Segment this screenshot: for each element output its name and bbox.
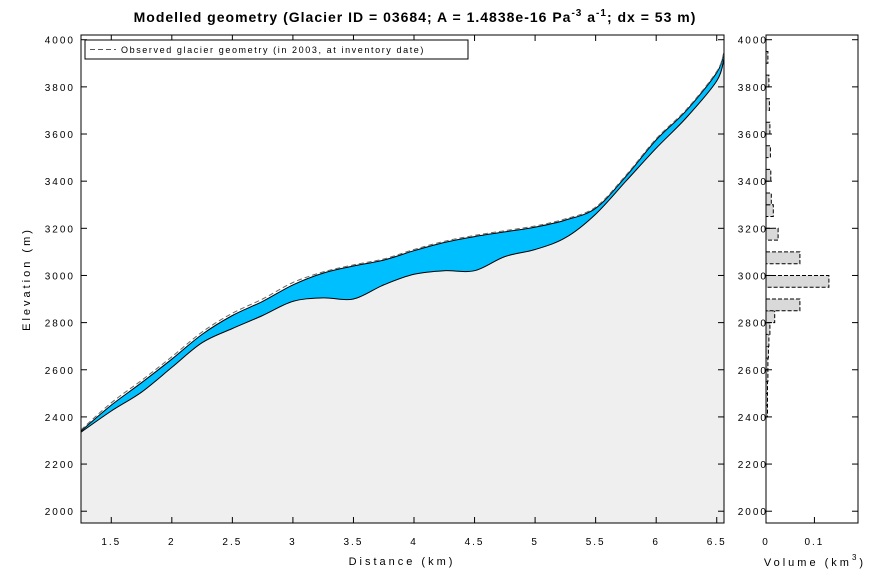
legend: Observed glacier geometry (in 2003, at i… xyxy=(84,39,469,60)
x-tick-label: 5 xyxy=(531,537,539,548)
histogram-x-label-pre: Volume (km xyxy=(764,557,852,569)
histogram-x-tick-label: 0.1 xyxy=(804,537,824,548)
bed-area xyxy=(81,58,724,523)
y-tick-label: 2200 xyxy=(45,460,75,471)
y-tick-label: 4000 xyxy=(45,36,75,47)
y-tick-label: 2800 xyxy=(45,319,75,330)
y-tick-label: 3400 xyxy=(45,177,75,188)
x-tick-label: 2.5 xyxy=(222,537,242,548)
x-tick-label: 2 xyxy=(168,537,176,548)
histogram-bars xyxy=(765,51,830,418)
histogram-y-tick-label: 3200 xyxy=(738,224,768,235)
histogram-y-tick-label: 2800 xyxy=(738,319,768,330)
x-tick-label: 6 xyxy=(652,537,660,548)
y-tick-label: 3600 xyxy=(45,130,75,141)
y-tick-label: 3200 xyxy=(45,224,75,235)
histogram-y-tick-label: 2000 xyxy=(738,507,768,518)
volume-histogram: 0 0.1 2000 2200 2400 2600 2800 3000 3200 3400 360… xyxy=(738,34,866,569)
histogram-y-tick-label: 3600 xyxy=(738,130,768,141)
histogram-y-tick-label: 2400 xyxy=(738,413,768,424)
histogram-y-tick-label: 4000 xyxy=(738,36,768,47)
volume-bar xyxy=(765,251,801,265)
volume-bar xyxy=(765,145,771,159)
histogram-y-tick-label: 3000 xyxy=(738,271,768,282)
y-tick-label: 3800 xyxy=(45,83,75,94)
volume-bar xyxy=(765,298,801,312)
histogram-y-tick-label: 2600 xyxy=(738,366,768,377)
x-tick-label: 3.5 xyxy=(344,537,364,548)
title-mid: a xyxy=(582,9,596,25)
histogram-y-tick-label: 3800 xyxy=(738,83,768,94)
histogram-y-tick-label: 2200 xyxy=(738,460,768,471)
y-tick-label: 3000 xyxy=(45,271,75,282)
volume-bar xyxy=(765,204,774,217)
observed-surface-line xyxy=(80,51,725,431)
modelled-surface-line xyxy=(80,52,725,432)
histogram-x-tick-label: 0 xyxy=(762,537,770,548)
histogram-y-tick-label: 3400 xyxy=(738,177,768,188)
histogram-frame xyxy=(765,34,859,524)
histogram-x-label-exp: 3 xyxy=(852,553,859,562)
main-x-ticks: 1.5 2 2.5 3 3.5 4 4.5 5 5.5 6 6.5 xyxy=(101,35,727,548)
y-tick-label: 2000 xyxy=(45,507,75,518)
volume-bar xyxy=(765,227,779,241)
volume-bar xyxy=(765,275,830,288)
main-plot-frame xyxy=(80,34,725,524)
x-tick-label: 5.5 xyxy=(586,537,606,548)
x-tick-label: 4.5 xyxy=(465,537,485,548)
title-exp-1: -3 xyxy=(571,8,582,19)
x-tick-label: 1.5 xyxy=(101,537,121,548)
legend-box xyxy=(84,39,469,60)
title-pre: Modelled geometry (Glacier ID = 03684; A… xyxy=(134,9,572,25)
volume-bar xyxy=(765,98,770,111)
main-y-ticks: 2000 2200 2400 2600 2800 3000 3200 3400 3600 3800… xyxy=(45,36,724,518)
volume-bar xyxy=(765,345,769,359)
bed-line xyxy=(80,58,725,433)
y-tick-label: 2400 xyxy=(45,413,75,424)
histogram-x-label-post: ) xyxy=(859,557,866,569)
x-tick-label: 3 xyxy=(289,537,297,548)
y-tick-label: 2600 xyxy=(45,366,75,377)
title-exp-2: -1 xyxy=(596,8,607,19)
x-tick-label: 4 xyxy=(410,537,418,548)
x-tick-label: 6.5 xyxy=(707,537,727,548)
volume-bar xyxy=(765,74,770,88)
chart-title: Modelled geometry (Glacier ID = 03684; A… xyxy=(134,8,697,25)
legend-entry-observed: Observed glacier geometry (in 2003, at i… xyxy=(121,45,425,55)
histogram-y-ticks: 2000 2200 2400 2600 2800 3000 3200 3400 3600 3800… xyxy=(738,36,858,518)
volume-bar xyxy=(765,192,772,206)
histogram-x-label: Volume (km3) xyxy=(764,553,866,569)
main-plot: 1.5 2 2.5 3 3.5 4 4.5 5 5.5 6 6.5 2000 2200 2400 2600… xyxy=(21,34,727,568)
title-post: ; dx = 53 m) xyxy=(607,9,696,25)
y-axis-label: Elevation (m) xyxy=(21,227,33,331)
x-axis-label: Distance (km) xyxy=(349,556,456,568)
